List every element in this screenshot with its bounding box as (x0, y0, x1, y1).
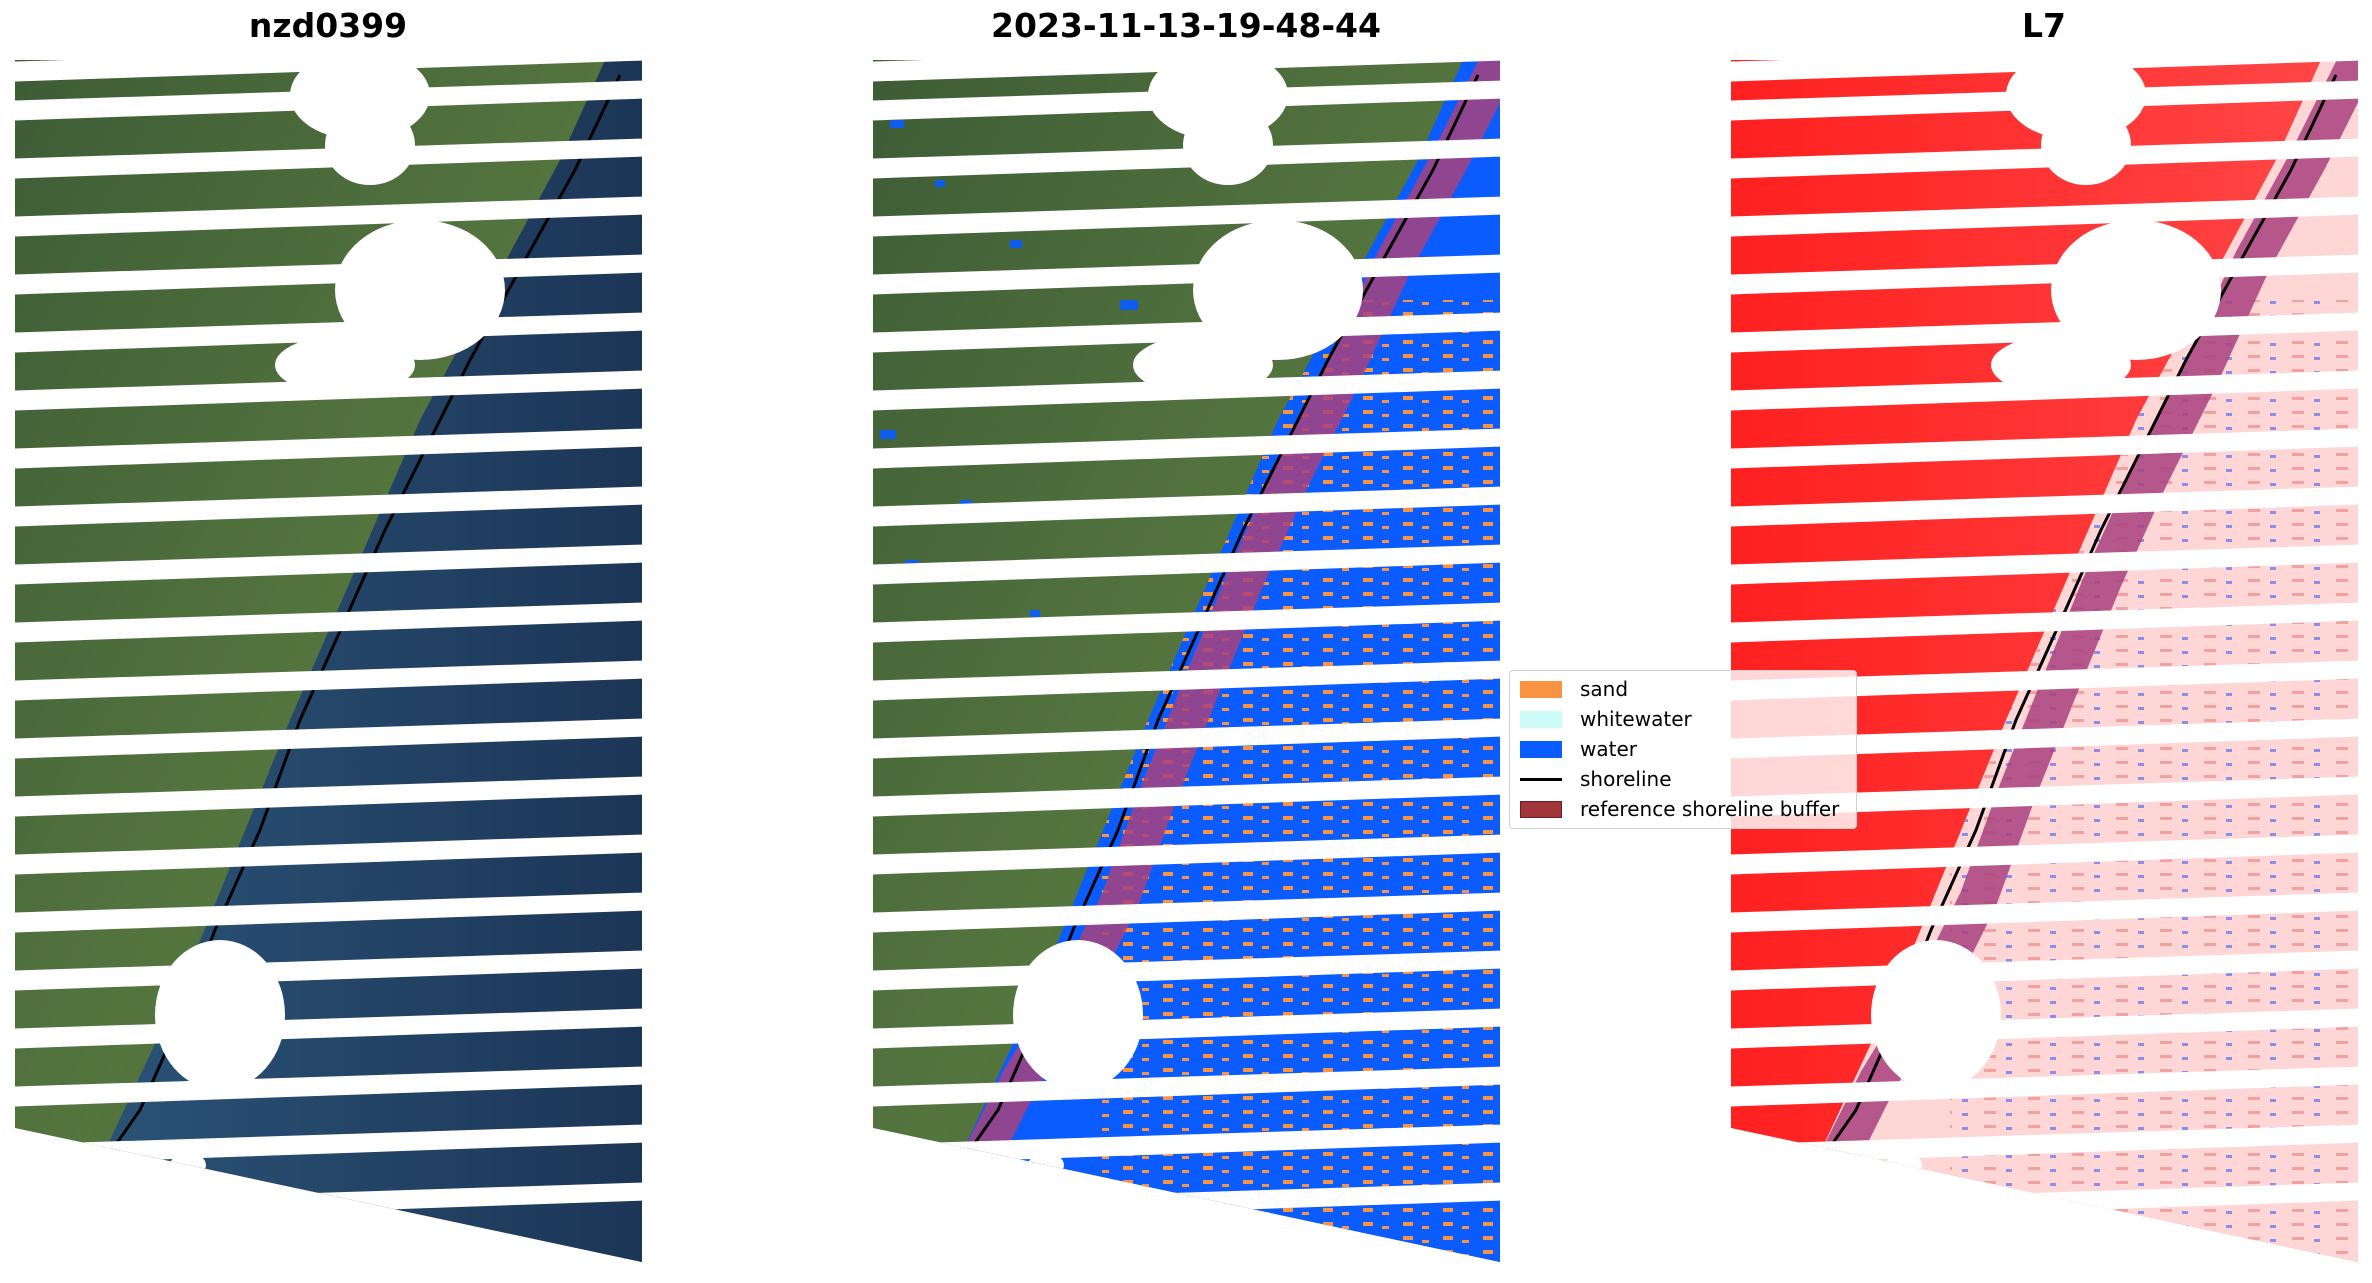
index-panel-overlap (1731, 660, 1861, 840)
classified-image-panel (873, 60, 1500, 1262)
legend-label: whitewater (1580, 707, 1692, 731)
legend-swatch-sand (1520, 680, 1562, 698)
legend-item-reference-buffer: reference shoreline buffer (1510, 795, 1856, 823)
panel-title-classified: 2023-11-13-19-48-44 (991, 6, 1381, 45)
legend: sand whitewater water shoreline referenc… (1509, 670, 1857, 829)
legend-item-sand: sand (1510, 675, 1856, 703)
legend-swatch-whitewater (1520, 710, 1562, 728)
legend-swatch-shoreline (1520, 777, 1562, 781)
legend-label: reference shoreline buffer (1580, 797, 1840, 821)
panel-title-index: L7 (2022, 6, 2066, 45)
legend-item-whitewater: whitewater (1510, 705, 1856, 733)
legend-label: shoreline (1580, 767, 1672, 791)
rgb-image-panel (15, 60, 642, 1262)
legend-swatch-reference-buffer (1520, 800, 1562, 818)
legend-item-shoreline: shoreline (1510, 765, 1856, 793)
panel-title-rgb: nzd0399 (248, 6, 408, 45)
legend-label: water (1580, 737, 1637, 761)
index-image-panel (1731, 60, 2358, 1262)
legend-label: sand (1580, 677, 1629, 701)
legend-swatch-water (1520, 740, 1562, 758)
legend-item-water: water (1510, 735, 1856, 763)
